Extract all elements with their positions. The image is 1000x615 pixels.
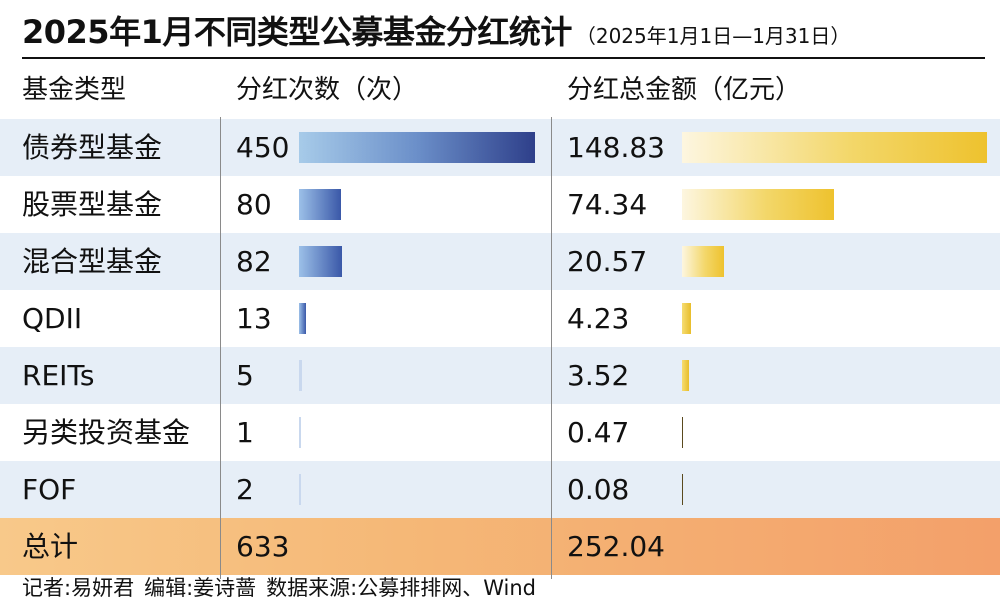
- header-dividend-count: 分红次数（次）: [236, 75, 419, 105]
- reporter-credit: 记者:易妍君: [22, 576, 135, 600]
- dividend-amount-bar: [682, 303, 691, 334]
- dividend-count-value: 13: [236, 302, 272, 335]
- table-row: 股票型基金 80 74.34: [0, 176, 1000, 233]
- total-count-value: 633: [236, 530, 290, 563]
- table-row: QDII 13 4.23: [0, 290, 1000, 347]
- dividend-count-bar: [299, 474, 301, 505]
- dividend-amount-value: 0.08: [567, 473, 630, 506]
- dividend-amount-value: 148.83: [567, 131, 665, 164]
- dividend-amount-bar: [682, 474, 683, 505]
- dividend-count-value: 82: [236, 245, 272, 278]
- editor-credit: 编辑:姜诗蔷: [144, 576, 257, 600]
- dividend-amount-value: 74.34: [567, 188, 648, 221]
- column-divider-2: [551, 117, 552, 579]
- dividend-amount-bar: [682, 246, 725, 277]
- header-row: 基金类型 分红次数（次） 分红总金额（亿元）: [0, 62, 1000, 119]
- dividend-count-bar: [299, 417, 301, 448]
- credits: 记者:易妍君 编辑:姜诗蔷 数据来源:公募排排网、Wind: [22, 570, 546, 606]
- fund-type-label: FOF: [22, 473, 77, 506]
- dividend-count-value: 80: [236, 188, 272, 221]
- dividend-count-value: 450: [236, 131, 290, 164]
- dividend-amount-bar: [682, 132, 987, 163]
- title-divider: [22, 57, 985, 59]
- fund-type-label: 债券型基金: [22, 131, 163, 164]
- dividend-count-bar: [299, 132, 535, 163]
- dividend-count-bar: [299, 246, 342, 277]
- table-row: FOF 2 0.08: [0, 461, 1000, 518]
- dividend-count-bar: [299, 189, 341, 220]
- table-row: REITs 5 3.52: [0, 347, 1000, 404]
- fund-type-label: 股票型基金: [22, 188, 163, 221]
- total-row: 总计 633 252.04: [0, 518, 1000, 575]
- total-amount-value: 252.04: [567, 530, 665, 563]
- source-credit: 数据来源:公募排排网、Wind: [266, 576, 537, 600]
- dividend-count-value: 1: [236, 416, 254, 449]
- total-label: 总计: [22, 530, 79, 563]
- header-fund-type: 基金类型: [22, 75, 127, 105]
- fund-type-label: 另类投资基金: [22, 416, 191, 449]
- chart-title: 2025年1月不同类型公募基金分红统计: [22, 13, 572, 51]
- dividend-amount-bar: [682, 189, 835, 220]
- table-row: 另类投资基金 1 0.47: [0, 404, 1000, 461]
- dividend-count-bar: [299, 303, 306, 334]
- fund-type-label: REITs: [22, 359, 95, 392]
- fund-type-label: QDII: [22, 302, 83, 335]
- dividend-amount-bar: [682, 417, 683, 448]
- table-row: 债券型基金 450 148.83: [0, 119, 1000, 176]
- dividend-amount-value: 0.47: [567, 416, 630, 449]
- dividend-count-value: 2: [236, 473, 254, 506]
- dividend-amount-value: 3.52: [567, 359, 630, 392]
- chart-title-block: 2025年1月不同类型公募基金分红统计 （2025年1月1日—1月31日）: [22, 8, 982, 56]
- dividend-amount-bar: [682, 360, 690, 391]
- dividend-amount-value: 20.57: [567, 245, 648, 278]
- fund-type-label: 混合型基金: [22, 245, 163, 278]
- chart-subtitle: （2025年1月1日—1月31日）: [575, 24, 851, 48]
- dividend-count-bar: [299, 360, 302, 391]
- table-row: 混合型基金 82 20.57: [0, 233, 1000, 290]
- dividend-amount-value: 4.23: [567, 302, 630, 335]
- column-divider-1: [220, 117, 221, 579]
- dividend-count-value: 5: [236, 359, 254, 392]
- header-dividend-amount: 分红总金额（亿元）: [567, 75, 802, 105]
